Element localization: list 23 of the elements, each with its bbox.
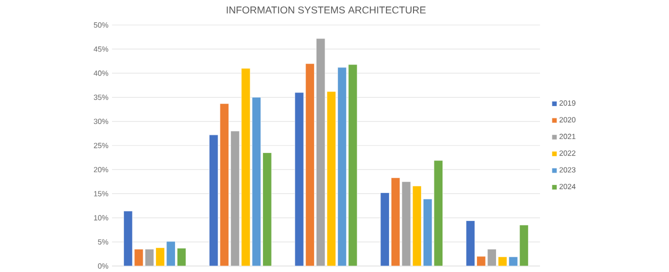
bar — [123, 210, 133, 266]
bar — [209, 134, 218, 266]
bar — [337, 67, 347, 266]
bar — [241, 68, 250, 266]
bar — [380, 192, 390, 266]
bar — [305, 63, 315, 266]
bar — [252, 97, 262, 266]
bar — [294, 92, 304, 266]
bar — [508, 256, 518, 266]
bar — [390, 178, 400, 266]
bar — [230, 130, 240, 266]
bar — [402, 181, 411, 266]
chart-title: INFORMATION SYSTEMS ARCHITECTURE — [226, 6, 426, 14]
bar — [466, 220, 476, 266]
bar — [434, 160, 443, 266]
bar — [262, 152, 272, 266]
bar — [316, 38, 326, 266]
bar — [412, 186, 422, 266]
bar — [326, 91, 336, 266]
bar — [220, 103, 229, 266]
bar — [348, 64, 358, 266]
bar — [423, 198, 432, 266]
bar — [134, 248, 144, 266]
